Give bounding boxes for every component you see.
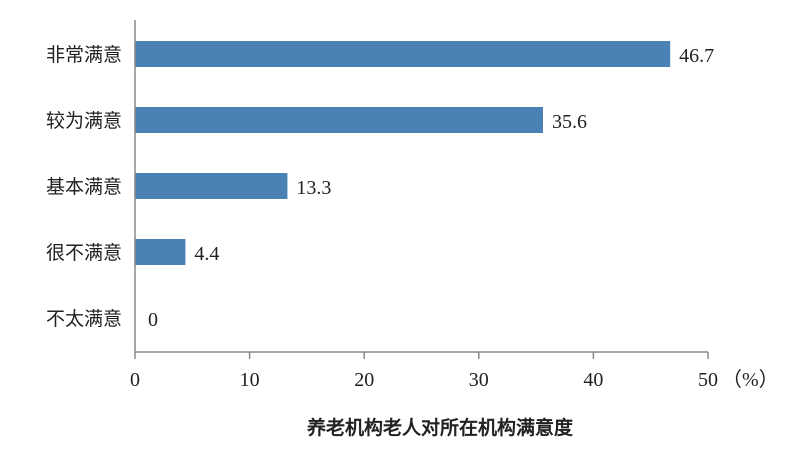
bar	[135, 239, 186, 265]
category-label: 不太满意	[46, 308, 122, 330]
data-label: 0	[148, 309, 158, 331]
bar	[135, 107, 543, 133]
x-tick-label: 10	[240, 369, 260, 391]
data-label: 13.3	[296, 177, 331, 199]
bar	[135, 173, 288, 199]
chart-title: 养老机构老人对所在机构满意度	[306, 416, 574, 439]
x-tick-label: 30	[469, 369, 489, 391]
category-label: 很不满意	[46, 242, 122, 264]
category-label: 非常满意	[46, 44, 122, 66]
x-tick-label: 40	[583, 369, 603, 391]
category-label: 较为满意	[46, 110, 122, 132]
x-axis-unit: （%）	[722, 368, 779, 391]
category-label: 基本满意	[46, 176, 122, 198]
bar	[135, 41, 671, 67]
data-label: 35.6	[552, 111, 587, 133]
x-tick-label: 50	[698, 369, 718, 391]
x-tick-label: 0	[130, 369, 140, 391]
data-label: 4.4	[194, 243, 219, 265]
x-tick-label: 20	[354, 369, 374, 391]
data-label: 46.7	[679, 45, 714, 67]
